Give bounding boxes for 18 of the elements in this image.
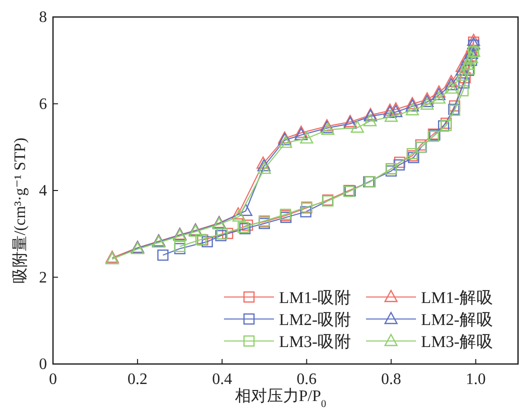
legend-label: LM2-吸附 [279, 310, 352, 329]
x-tick-label: 0.8 [381, 371, 402, 388]
x-axis-title: 相对压力P/P$_{0}$ [234, 387, 326, 410]
x-tick-label: 0.4 [212, 371, 232, 388]
legend-label: LM3-吸附 [279, 332, 352, 351]
y-tick-label: 6 [39, 96, 47, 113]
legend-label: LM1-解吸 [421, 288, 494, 307]
legend-label: LM1-吸附 [279, 288, 352, 307]
legend-label: LM2-解吸 [421, 310, 494, 329]
y-tick-label: 8 [39, 9, 47, 26]
y-tick-label: 2 [39, 269, 47, 286]
y-axis-title: 吸附量/(cm³·g⁻¹ STP) [12, 138, 29, 284]
x-tick-label: 0.6 [296, 371, 317, 388]
y-tick-label: 4 [39, 182, 47, 200]
y-tick-label: 0 [39, 356, 47, 373]
legend-label: LM3-解吸 [421, 332, 494, 351]
x-tick-label: 1.0 [466, 371, 486, 388]
x-tick-label: 0.2 [128, 371, 148, 388]
